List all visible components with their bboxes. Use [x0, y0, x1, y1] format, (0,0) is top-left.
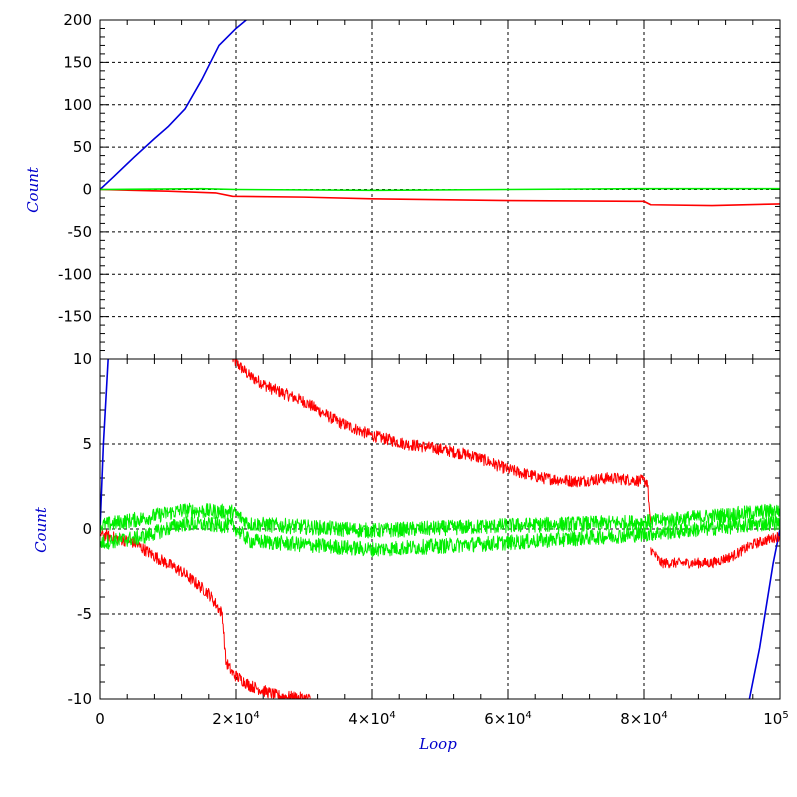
y-tick-label: -150 [58, 308, 92, 326]
x-tick-label: 6×104 [484, 710, 532, 728]
series-group [100, 20, 780, 207]
top-y-axis-label: Count [24, 166, 42, 213]
y-tick-label: 200 [63, 11, 92, 29]
x-tick-label: 2×104 [212, 710, 260, 728]
y-tick-label: -5 [77, 605, 92, 623]
top-panel: 200 150 100 50 0 -50 -100 -150 [58, 11, 781, 360]
x-axis: 0 2×104 4×104 6×104 8×104 105 [95, 710, 789, 728]
x-tick-label: 105 [763, 710, 788, 728]
y-tick-label: 0 [82, 520, 92, 538]
y-tick-label: -100 [58, 265, 92, 283]
series-red-line [232, 359, 652, 525]
y-tick-label: 5 [82, 435, 92, 453]
x-tick-label: 8×104 [620, 710, 668, 728]
series-group [100, 359, 780, 699]
series-blue-line [100, 20, 247, 191]
series-green-line [100, 515, 780, 558]
bottom-panel: 10 5 0 -5 -10 [68, 350, 781, 708]
series-blue-line [748, 528, 780, 699]
y-tick-label: 10 [73, 350, 92, 368]
x-tick-label: 0 [95, 710, 105, 728]
plot-frame [99, 358, 781, 700]
y-tick-label: 50 [73, 138, 92, 156]
y-tick-label: 150 [63, 53, 92, 71]
series-red-line [650, 531, 780, 569]
y-tick-label: 0 [82, 181, 92, 199]
series-green-line [100, 502, 780, 539]
series-blue-line [100, 359, 109, 530]
y-tick-label: -10 [68, 690, 93, 708]
y-tick-label: 100 [63, 96, 92, 114]
bottom-y-axis-label: Count [32, 506, 50, 553]
series-red-line [100, 188, 780, 207]
x-tick-label: 4×104 [348, 710, 396, 728]
x-axis-label: Loop [418, 735, 457, 753]
series-green-line [100, 187, 780, 192]
series-red-line [100, 528, 311, 699]
y-tick-label: -50 [68, 223, 93, 241]
